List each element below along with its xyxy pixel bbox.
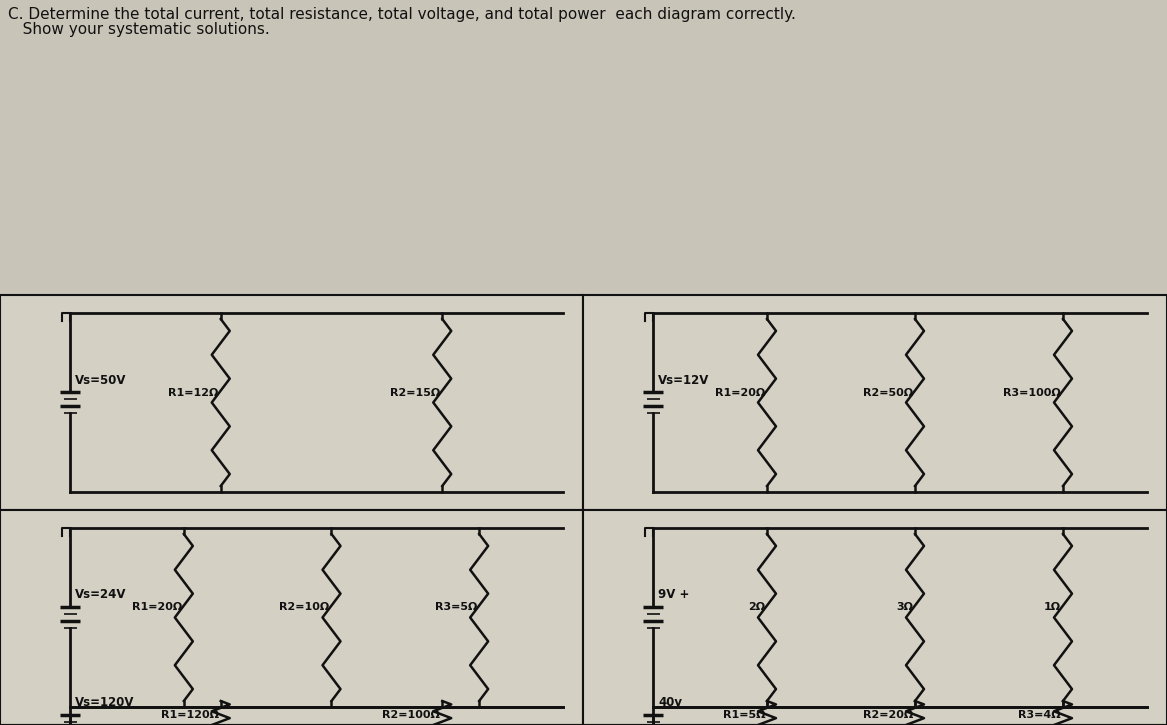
Text: C. Determine the total current, total resistance, total voltage, and total power: C. Determine the total current, total re… <box>8 7 796 22</box>
Text: R1=20Ω: R1=20Ω <box>714 387 766 397</box>
Text: R1=20Ω: R1=20Ω <box>132 602 182 613</box>
Bar <box>584 295 1167 510</box>
Text: R2=20Ω: R2=20Ω <box>862 710 913 720</box>
Text: R2=10Ω: R2=10Ω <box>279 602 329 613</box>
Text: Vs=12V: Vs=12V <box>658 373 710 386</box>
Text: R2=100Ω: R2=100Ω <box>383 710 440 720</box>
Text: 9V +: 9V + <box>658 589 690 602</box>
Text: 1Ω: 1Ω <box>1043 602 1061 613</box>
Text: R3=4Ω: R3=4Ω <box>1019 710 1061 720</box>
Text: R3=5Ω: R3=5Ω <box>435 602 477 613</box>
Text: R3=100Ω: R3=100Ω <box>1004 387 1061 397</box>
Text: Vs=120V: Vs=120V <box>75 696 134 709</box>
Bar <box>0 295 584 510</box>
Text: R2=15Ω: R2=15Ω <box>390 387 440 397</box>
Text: Vs=50V: Vs=50V <box>75 373 126 386</box>
Text: R2=50Ω: R2=50Ω <box>862 387 913 397</box>
Text: R1=12Ω: R1=12Ω <box>168 387 218 397</box>
Text: 3Ω: 3Ω <box>896 602 913 613</box>
Bar <box>0 510 584 725</box>
Text: R1=5Ω: R1=5Ω <box>722 710 766 720</box>
Text: Vs=24V: Vs=24V <box>75 589 126 602</box>
Bar <box>584 510 1167 725</box>
Text: 2Ω: 2Ω <box>748 602 766 613</box>
Text: Show your systematic solutions.: Show your systematic solutions. <box>8 22 270 37</box>
Text: R1=120Ω: R1=120Ω <box>161 710 218 720</box>
Text: 40v: 40v <box>658 696 682 709</box>
